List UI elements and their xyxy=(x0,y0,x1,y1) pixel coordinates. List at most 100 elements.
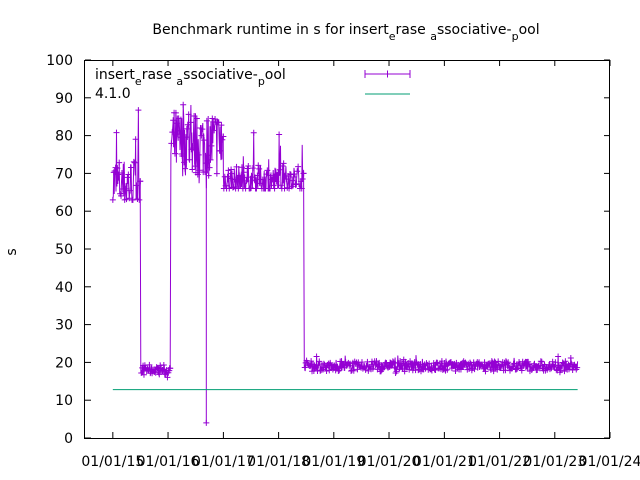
series-main-point xyxy=(183,125,190,132)
series-main-point xyxy=(228,166,235,173)
series-main-point xyxy=(299,176,306,183)
series-main-point xyxy=(225,167,232,174)
chart-title: Benchmark runtime in s for inserterase a… xyxy=(152,22,539,43)
series-main-point xyxy=(213,170,220,177)
x-tick-label: 01/01/20 xyxy=(358,454,421,470)
series-main-point xyxy=(339,363,345,370)
series-main-point xyxy=(467,361,474,368)
series-main-point xyxy=(571,361,578,368)
series-main-point xyxy=(195,151,202,158)
series-main-point xyxy=(155,365,162,372)
series-main-point xyxy=(537,358,544,365)
series-main xyxy=(109,101,581,426)
series-main-point xyxy=(290,173,297,180)
series-main-point xyxy=(111,167,118,174)
series-main-point xyxy=(199,126,206,133)
series-main-point xyxy=(172,150,179,157)
series-main-point xyxy=(272,175,279,182)
series-main-point xyxy=(514,365,521,372)
series-main-point xyxy=(552,359,559,366)
y-tick-label: 50 xyxy=(55,242,73,258)
series-main-point xyxy=(471,366,478,373)
series-main-point xyxy=(309,361,316,368)
series-main-point xyxy=(123,196,130,203)
series-main-point xyxy=(233,163,240,170)
series-main-point xyxy=(187,119,194,126)
series-main-point xyxy=(487,366,494,373)
series-main-point xyxy=(257,180,264,187)
series-main-point xyxy=(335,368,342,375)
y-axis-label: s xyxy=(4,248,20,255)
y-tick-label: 80 xyxy=(55,129,73,145)
series-main-point xyxy=(264,167,271,174)
series-main-point xyxy=(253,185,260,192)
legend-label-main: inserterase associative-pool xyxy=(95,67,286,88)
series-main-point xyxy=(279,163,286,170)
series-main-point xyxy=(567,355,574,362)
series-main-point xyxy=(115,171,122,178)
series-layer xyxy=(109,101,581,426)
series-main-point xyxy=(159,367,166,374)
series-main-point xyxy=(323,367,330,374)
series-main-point xyxy=(369,365,376,372)
series-main-point xyxy=(327,359,334,366)
series-main-point xyxy=(259,176,266,183)
x-tick-label: 01/01/16 xyxy=(137,454,200,470)
series-main-point xyxy=(270,182,277,189)
series-main-point xyxy=(237,175,244,182)
series-main-point xyxy=(248,174,255,181)
y-tick-label: 60 xyxy=(55,204,73,220)
series-main-point xyxy=(220,133,227,140)
series-main-point xyxy=(255,162,262,169)
series-main-point xyxy=(481,359,488,366)
series-main-point xyxy=(177,134,184,141)
series-main-point xyxy=(206,164,213,171)
series-main-point xyxy=(208,142,215,149)
series-main-point xyxy=(130,158,137,165)
series-main-point xyxy=(245,162,252,169)
series-main-point xyxy=(404,363,411,370)
series-main-point xyxy=(358,359,365,366)
series-main-point xyxy=(277,182,284,189)
series-main-point xyxy=(479,363,486,370)
series-main-point xyxy=(211,127,218,134)
series-main-point xyxy=(350,367,357,374)
series-main-point xyxy=(401,368,408,375)
series-main-point xyxy=(311,364,318,371)
series-main-point xyxy=(198,132,205,139)
series-main-point xyxy=(125,171,132,178)
series-main-point xyxy=(256,165,263,172)
x-tick-label: 01/01/23 xyxy=(523,454,586,470)
series-main-point xyxy=(219,136,226,143)
series-main-point xyxy=(176,127,183,134)
y-tick-label: 100 xyxy=(46,53,73,69)
series-main-point xyxy=(458,363,465,370)
series-main-point xyxy=(201,137,208,144)
y-tick-label: 70 xyxy=(55,166,73,182)
series-main-point xyxy=(127,187,134,194)
series-main-point xyxy=(173,120,180,127)
series-main-point xyxy=(372,362,379,369)
series-main-point xyxy=(271,185,278,192)
series-main-point xyxy=(227,175,234,182)
series-main-point xyxy=(128,164,135,171)
series-main-point xyxy=(109,196,116,203)
series-main-point xyxy=(288,183,295,190)
series-main-point xyxy=(179,152,186,159)
series-main-point xyxy=(557,367,564,374)
series-main-point xyxy=(452,367,459,374)
series-main-point xyxy=(167,365,174,372)
series-main-point xyxy=(513,366,520,373)
series-main-point xyxy=(269,176,276,183)
x-tick-label: 01/01/15 xyxy=(81,454,144,470)
series-main-point xyxy=(156,371,163,378)
series-main-point xyxy=(254,172,261,179)
series-main-point xyxy=(182,134,189,141)
series-main-point xyxy=(204,152,211,159)
y-tick-label: 20 xyxy=(55,355,73,371)
series-main-point xyxy=(164,374,171,381)
series-main-point xyxy=(133,182,140,189)
series-main-point xyxy=(444,366,451,373)
